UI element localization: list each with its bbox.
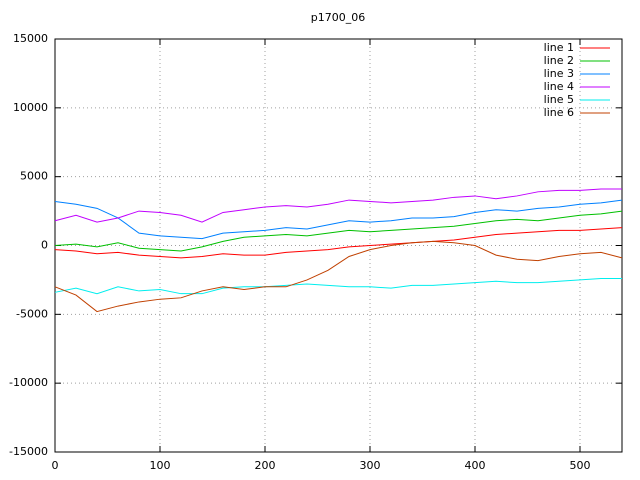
data-line	[54, 199, 623, 240]
data-line	[54, 188, 622, 223]
legend-label: line 3	[544, 67, 574, 80]
legend-label: line 2	[544, 54, 574, 67]
x-tick-label: 400	[465, 459, 486, 472]
y-tick-label: 0	[41, 239, 48, 252]
legend-label: line 1	[544, 41, 574, 54]
y-tick-label: -10000	[9, 376, 48, 389]
legend-label: line 4	[544, 80, 574, 93]
x-tick-label: 0	[52, 459, 59, 472]
y-tick-label: -5000	[16, 307, 48, 320]
data-line	[54, 210, 623, 252]
x-tick-label: 300	[360, 459, 381, 472]
chart-title: p1700_06	[311, 11, 365, 24]
data-line	[54, 278, 622, 295]
y-tick-label: 15000	[13, 32, 48, 45]
y-tick-label: 10000	[13, 101, 48, 114]
legend-label: line 6	[544, 106, 574, 119]
data-line	[54, 240, 623, 313]
data-line	[54, 227, 623, 259]
x-tick-label: 500	[570, 459, 591, 472]
y-tick-label: -15000	[9, 445, 48, 458]
x-tick-label: 100	[150, 459, 171, 472]
x-tick-label: 200	[255, 459, 276, 472]
plot-border	[54, 38, 623, 453]
y-tick-label: 5000	[20, 170, 48, 183]
legend-label: line 5	[544, 93, 574, 106]
